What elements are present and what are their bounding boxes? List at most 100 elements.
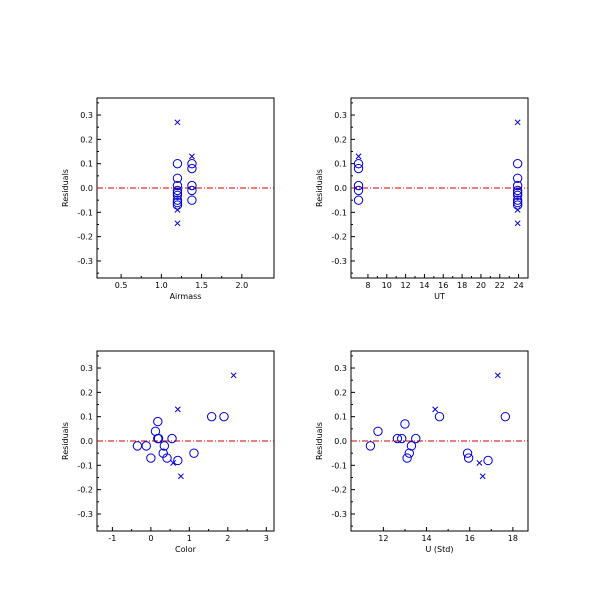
y-tick-label: -0.1 <box>331 461 347 470</box>
data-point-circle <box>462 448 473 458</box>
x-tick-label: 14 <box>419 281 429 290</box>
y-ticks: -0.3 -0.2 -0.1 0.0 0.1 0.2 0.3 <box>331 102 355 274</box>
x-tick-label: 14 <box>421 534 431 543</box>
panel-ut: -0.3 -0.2 -0.1 0.0 0.1 0.2 0.3 8 10 12 14 16 18 20 22… <box>315 97 529 301</box>
y-tick-label: 0.3 <box>80 364 93 373</box>
data-point-circle <box>153 416 163 427</box>
y-tick-label: -0.2 <box>331 486 347 495</box>
x-tick-label: -1 <box>108 534 116 543</box>
data-point-cross <box>355 153 362 160</box>
y-tick-label: 0.3 <box>334 111 347 120</box>
data-point-cross <box>514 220 521 227</box>
data-point-circle <box>172 180 183 191</box>
data-point-cross <box>432 406 439 413</box>
x-tick-label: 2 <box>225 534 230 543</box>
data-point-circle <box>402 453 412 463</box>
x-tick-label: 16 <box>465 534 475 543</box>
data-point-cross <box>494 372 501 379</box>
x-ticks: 12 14 16 18 <box>378 527 518 543</box>
x-tick-label: 16 <box>438 281 448 290</box>
y-tick-label: 0.3 <box>334 364 347 373</box>
y-tick-label: -0.1 <box>77 461 93 470</box>
y-tick-label: 0.1 <box>334 413 347 422</box>
y-tick-label: 0.0 <box>334 184 347 193</box>
y-ticks: -0.3 -0.2 -0.1 0.0 0.1 0.2 0.3 <box>331 355 355 527</box>
x-tick-label: 8 <box>365 281 370 290</box>
x-tick-label: 12 <box>401 281 411 290</box>
data-point-circle <box>404 448 414 458</box>
data-point-circle <box>512 180 523 191</box>
x-tick-label: 22 <box>495 281 505 290</box>
data-point-circle <box>373 426 383 436</box>
data-point-circle <box>172 173 183 183</box>
data-points <box>172 119 197 227</box>
x-tick-label: 18 <box>457 281 467 290</box>
data-point-circle <box>353 163 364 174</box>
x-tick-label: 1 <box>187 534 192 543</box>
data-point-circle <box>172 185 183 196</box>
data-point-circle <box>483 455 493 466</box>
y-tick-label: 0.2 <box>80 135 93 144</box>
y-tick-label: 0.1 <box>334 160 347 169</box>
data-point-circle <box>512 188 523 198</box>
data-point-circle <box>512 195 523 205</box>
x-axis-label: UT <box>434 292 445 301</box>
data-point-circle <box>159 441 170 451</box>
x-ticks: 8 10 12 14 16 18 20 22 24 <box>365 274 524 290</box>
data-point-circle <box>353 185 364 196</box>
y-tick-label: 0.2 <box>80 388 93 397</box>
x-tick-label: 18 <box>508 534 518 543</box>
data-point-circle <box>353 195 364 205</box>
data-point-circle <box>353 180 364 191</box>
y-tick-label: -0.2 <box>331 233 347 242</box>
data-point-circle <box>206 411 217 422</box>
panel-color: -0.3 -0.2 -0.1 0.0 0.1 0.2 0.3 -1 0 1 2 3 Color Re… <box>61 350 275 554</box>
panel-u-std: -0.3 -0.2 -0.1 0.0 0.1 0.2 0.3 12 14 16 18 U (Std… <box>315 350 529 554</box>
data-point-circle <box>397 433 407 444</box>
y-ticks: -0.3 -0.2 -0.1 0.0 0.1 0.2 0.3 <box>77 355 101 527</box>
data-point-circle <box>167 433 177 444</box>
x-tick-label: 2.0 <box>235 281 248 290</box>
data-point-circle <box>173 455 183 466</box>
data-point-circle <box>353 158 364 169</box>
data-point-circle <box>512 173 523 183</box>
y-tick-label: -0.1 <box>77 208 93 217</box>
data-points <box>353 119 523 227</box>
data-points <box>132 372 237 480</box>
data-point-cross <box>230 372 237 379</box>
data-points <box>365 372 511 480</box>
x-axis-label: Color <box>175 545 197 554</box>
y-tick-label: 0.2 <box>334 135 347 144</box>
y-tick-label: 0.2 <box>334 388 347 397</box>
x-tick-label: 0.5 <box>115 281 128 290</box>
data-point-cross <box>479 473 486 480</box>
y-tick-label: 0.3 <box>80 111 93 120</box>
y-tick-label: -0.2 <box>77 486 93 495</box>
x-tick-label: 0 <box>148 534 153 543</box>
y-tick-label: -0.1 <box>331 208 347 217</box>
data-point-circle <box>463 453 474 463</box>
data-point-circle <box>141 441 151 451</box>
data-point-cross <box>170 459 177 466</box>
y-axis-label: Residuals <box>315 169 324 207</box>
y-tick-label: -0.3 <box>331 510 347 519</box>
data-point-circle <box>172 158 183 169</box>
data-point-circle <box>406 441 417 451</box>
y-tick-label: 0.0 <box>80 437 93 446</box>
y-tick-label: -0.3 <box>77 510 93 519</box>
data-point-circle <box>392 433 403 444</box>
x-tick-label: 3 <box>264 534 269 543</box>
data-point-circle <box>172 195 183 205</box>
data-point-circle <box>512 190 523 200</box>
data-point-circle <box>189 448 199 458</box>
x-tick-label: 20 <box>476 281 486 290</box>
data-point-cross <box>174 220 181 227</box>
y-ticks: -0.3 -0.2 -0.1 0.0 0.1 0.2 0.3 <box>77 102 101 274</box>
panel-airmass: -0.3 -0.2 -0.1 0.0 0.1 0.2 0.3 0.5 1.0 1.5 2.0 Ai… <box>61 97 275 301</box>
data-point-cross <box>188 153 195 160</box>
data-point-circle <box>187 163 197 174</box>
data-point-circle <box>219 411 229 422</box>
x-ticks: 0.5 1.0 1.5 2.0 <box>115 274 248 290</box>
x-tick-label: 1.0 <box>155 281 168 290</box>
data-point-circle <box>187 195 197 205</box>
